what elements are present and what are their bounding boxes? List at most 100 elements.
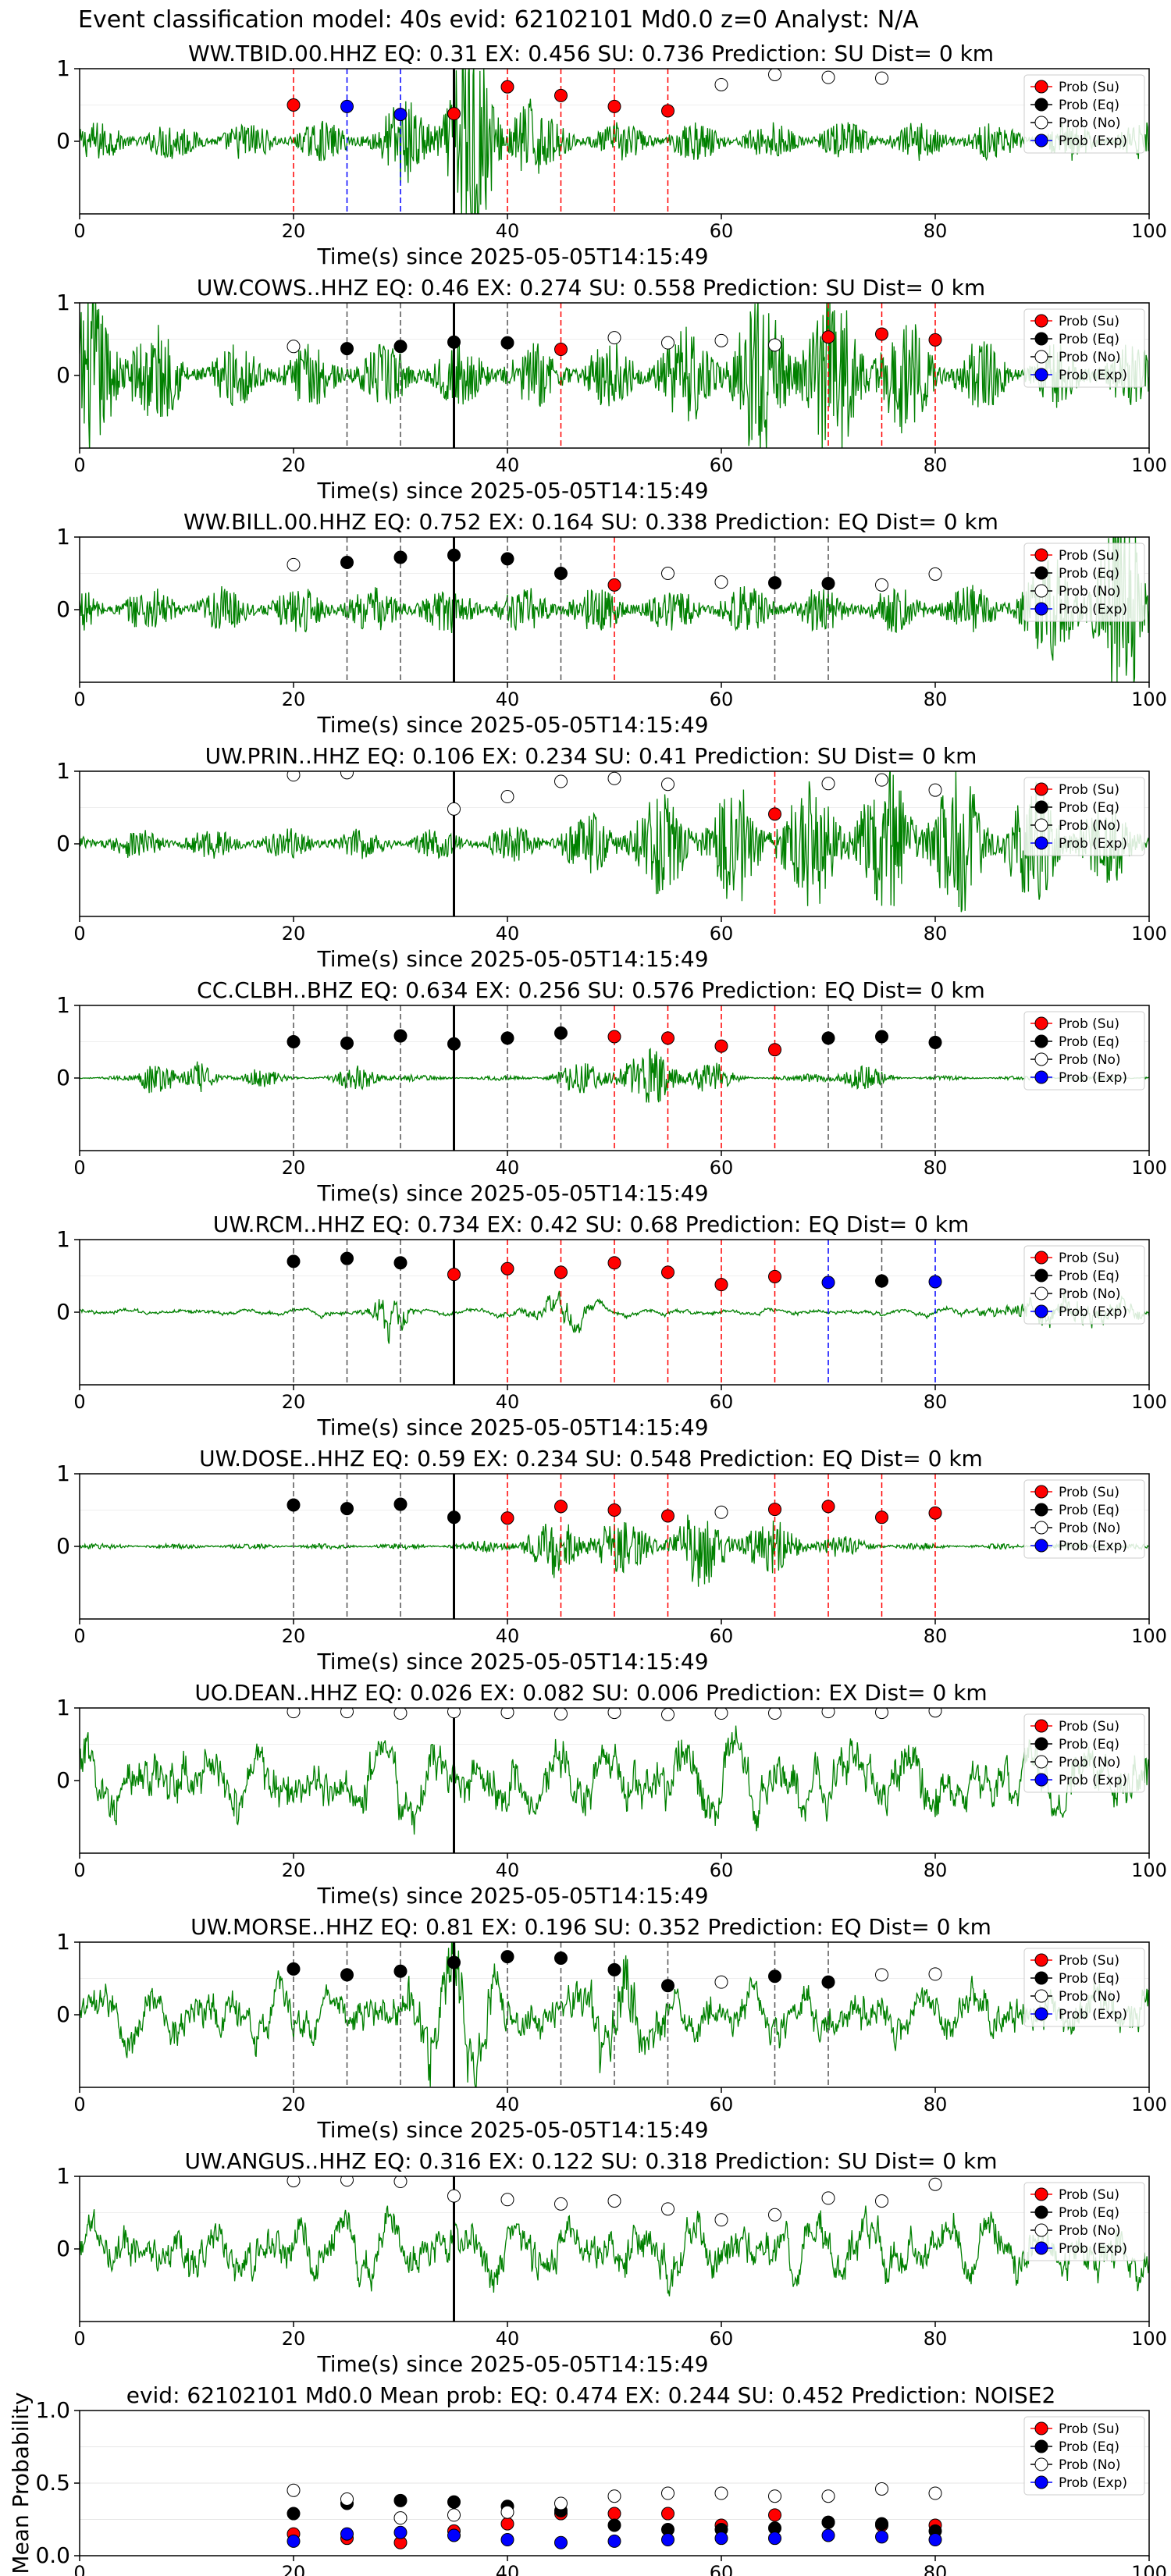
- y-tick-label: 0: [56, 2236, 70, 2261]
- x-tick-label: 100: [1131, 923, 1167, 945]
- legend-marker-probeq: [1034, 1503, 1048, 1517]
- x-tick-label: 100: [1131, 2328, 1167, 2350]
- mean-point-exp: [447, 2528, 461, 2542]
- legend-label: Prob (Exp): [1059, 1304, 1127, 1320]
- waveform-trace: [80, 2205, 1149, 2297]
- plot-area: [80, 1474, 1149, 1619]
- legend-marker-probexp: [1034, 368, 1048, 382]
- prob-point-eq: [393, 1256, 408, 1270]
- prob-point-no: [287, 771, 301, 782]
- legend-frame: [1023, 777, 1145, 856]
- legend-marker-probno: [1034, 1755, 1048, 1769]
- prob-point-su: [714, 1278, 728, 1292]
- prob-point-no: [287, 557, 301, 571]
- legend-label: Prob (Exp): [1059, 1070, 1127, 1086]
- x-axis-label: Time(s) since 2025-05-05T14:15:49: [316, 2117, 708, 2143]
- legend-label: Prob (No): [1059, 350, 1121, 365]
- prob-point-no: [928, 567, 942, 581]
- prob-point-no: [661, 777, 674, 792]
- prob-point-no: [928, 2177, 942, 2191]
- legend-frame: [1023, 1948, 1145, 2027]
- legend-marker-probsu: [1034, 1251, 1048, 1265]
- plot-area: [80, 69, 1149, 214]
- plot-frame: [79, 302, 1150, 449]
- legend-marker-probno: [1034, 584, 1048, 598]
- prob-point-eq: [821, 577, 835, 591]
- y-tick-label: 0: [56, 831, 70, 856]
- prob-point-no: [875, 71, 888, 85]
- legend-label: Prob (No): [1059, 1052, 1121, 1068]
- prob-point-no: [500, 1708, 514, 1720]
- x-tick-label: 80: [924, 2328, 948, 2350]
- prob-point-exp: [393, 108, 408, 122]
- y-tick-label: 1: [56, 758, 70, 784]
- prob-point-eq: [500, 1031, 514, 1045]
- y-tick-label: 1: [56, 992, 70, 1018]
- legend-label: Prob (No): [1059, 2457, 1121, 2473]
- prob-point-su: [661, 1031, 674, 1045]
- x-tick-label: 0: [73, 2562, 85, 2576]
- mean-point-no: [928, 2486, 942, 2500]
- legend-label: Prob (Exp): [1059, 1539, 1127, 1554]
- legend-marker-probeq: [1034, 1268, 1048, 1283]
- x-axis-label: Time(s) since 2025-05-05T14:15:49: [316, 1649, 708, 1674]
- prob-point-su: [607, 578, 621, 592]
- prob-point-eq: [393, 340, 408, 354]
- x-tick-label: 40: [496, 1157, 520, 1179]
- prob-point-no: [287, 1708, 301, 1719]
- prob-point-eq: [554, 567, 568, 580]
- prob-point-su: [287, 98, 301, 112]
- prob-point-eq: [447, 1037, 461, 1051]
- panel-title: UW.RCM..HHZ EQ: 0.734 EX: 0.42 SU: 0.68 …: [213, 1212, 970, 1237]
- x-tick-label: 40: [496, 454, 520, 476]
- prob-point-no: [875, 2194, 888, 2208]
- waveform-trace: [80, 1290, 1149, 1344]
- prob-point-no: [768, 1708, 781, 1720]
- prob-point-eq: [768, 576, 781, 590]
- prob-point-su: [500, 1511, 514, 1525]
- x-tick-label: 40: [496, 2562, 520, 2576]
- x-tick-label: 80: [924, 1391, 948, 1413]
- panel-title: UW.MORSE..HHZ EQ: 0.81 EX: 0.196 SU: 0.3…: [190, 1914, 991, 1940]
- legend-label: Prob (Eq): [1059, 332, 1119, 347]
- x-tick-label: 60: [710, 2328, 734, 2350]
- x-tick-label: 20: [282, 454, 306, 476]
- prob-point-eq: [447, 335, 461, 349]
- mean-point-exp: [607, 2534, 621, 2548]
- legend-marker-probexp: [1034, 2475, 1048, 2489]
- x-tick-label: 80: [924, 1625, 948, 1647]
- mean-point-exp: [500, 2533, 514, 2547]
- prob-point-su: [607, 1256, 621, 1270]
- waveform-trace: [80, 771, 1149, 913]
- legend-frame: [1023, 1713, 1145, 1793]
- x-tick-label: 40: [496, 2094, 520, 2115]
- legend-label: Prob (Eq): [1059, 1034, 1119, 1050]
- x-tick-label: 20: [282, 220, 306, 242]
- prob-point-no: [607, 2194, 621, 2208]
- legend-marker-probno: [1034, 350, 1048, 364]
- y-tick-label: 0: [56, 1533, 70, 1559]
- legend-label: Prob (Exp): [1059, 2007, 1127, 2023]
- x-tick-label: 60: [710, 1859, 734, 1881]
- x-tick-label: 100: [1131, 688, 1167, 710]
- legend-label: Prob (Su): [1059, 80, 1119, 95]
- legend-marker-probexp: [1034, 2007, 1048, 2021]
- prob-point-eq: [447, 548, 461, 562]
- mean-point-exp: [393, 2525, 408, 2539]
- legend-marker-probsu: [1034, 1953, 1048, 1967]
- x-tick-label: 20: [282, 2328, 306, 2350]
- y-tick-label: 1.0: [35, 2397, 70, 2423]
- mean-point-su: [500, 2517, 514, 2531]
- prob-point-no: [554, 1708, 568, 1720]
- x-axis-label: Time(s) since 2025-05-05T14:15:49: [316, 1883, 708, 1909]
- legend-marker-probeq: [1034, 566, 1048, 580]
- prob-point-no: [340, 2176, 354, 2187]
- prob-point-no: [447, 802, 461, 816]
- waveform-trace: [80, 303, 1149, 448]
- prob-point-no: [821, 1708, 835, 1719]
- legend-frame: [1023, 543, 1145, 622]
- prob-point-no: [340, 771, 354, 780]
- x-tick-label: 60: [710, 454, 734, 476]
- legend-marker-probexp: [1034, 1070, 1048, 1084]
- mean-point-no: [500, 2505, 514, 2519]
